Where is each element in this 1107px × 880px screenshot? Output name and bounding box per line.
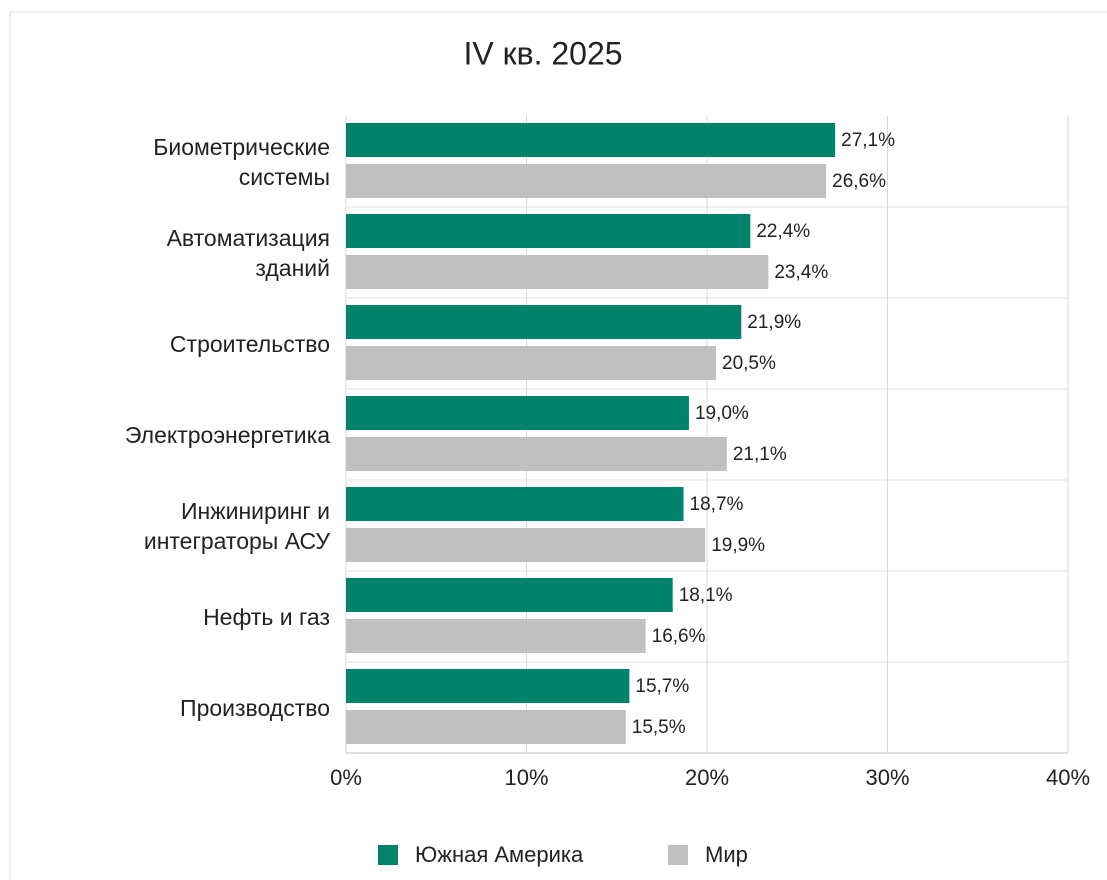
bar — [346, 437, 727, 471]
value-label: 15,7% — [635, 676, 689, 697]
legend-label: Южная Америка — [415, 842, 584, 867]
chart-title: IV кв. 2025 — [463, 35, 622, 71]
category-label: Автоматизация зданий — [166, 224, 330, 281]
legend-swatch — [668, 845, 688, 865]
value-label: 21,9% — [747, 312, 801, 333]
x-tick-label: 20% — [685, 765, 729, 790]
bar — [346, 164, 827, 198]
value-label: 19,9% — [711, 535, 765, 556]
value-label: 22,4% — [756, 221, 810, 242]
x-tick-label: 0% — [330, 765, 362, 790]
value-label: 16,6% — [652, 626, 706, 647]
x-tick-label: 30% — [865, 765, 909, 790]
bar — [346, 396, 689, 430]
bar — [346, 255, 769, 289]
frame — [9, 11, 1107, 880]
value-label: 15,5% — [632, 717, 686, 738]
value-label: 23,4% — [774, 262, 828, 283]
x-tick-label: 40% — [1046, 765, 1090, 790]
value-label: 26,6% — [832, 171, 886, 192]
category-label: Инжиниринг и интеграторы АСУ — [143, 497, 330, 554]
bar — [346, 487, 684, 521]
category-label: Строительство — [169, 330, 330, 357]
category-label: Производство — [180, 694, 330, 721]
value-label: 18,7% — [690, 494, 744, 515]
value-label: 27,1% — [841, 130, 895, 151]
bar — [346, 214, 751, 248]
bar — [346, 346, 717, 380]
value-label: 18,1% — [679, 585, 733, 606]
legend-swatch — [378, 845, 398, 865]
bar — [346, 710, 626, 744]
value-label: 20,5% — [722, 353, 776, 374]
category-label: Электроэнергетика — [124, 421, 330, 448]
bar — [346, 619, 646, 653]
category-label: Нефть и газ — [203, 603, 330, 630]
category-label: Биометрические системы — [153, 133, 330, 190]
bar — [346, 578, 673, 612]
legend-label: Мир — [705, 842, 748, 867]
bar — [346, 305, 742, 339]
bar — [346, 669, 630, 703]
value-label: 19,0% — [695, 403, 749, 424]
value-label: 21,1% — [733, 444, 787, 465]
bar — [346, 123, 836, 157]
x-tick-label: 10% — [504, 765, 548, 790]
bar — [346, 528, 706, 562]
